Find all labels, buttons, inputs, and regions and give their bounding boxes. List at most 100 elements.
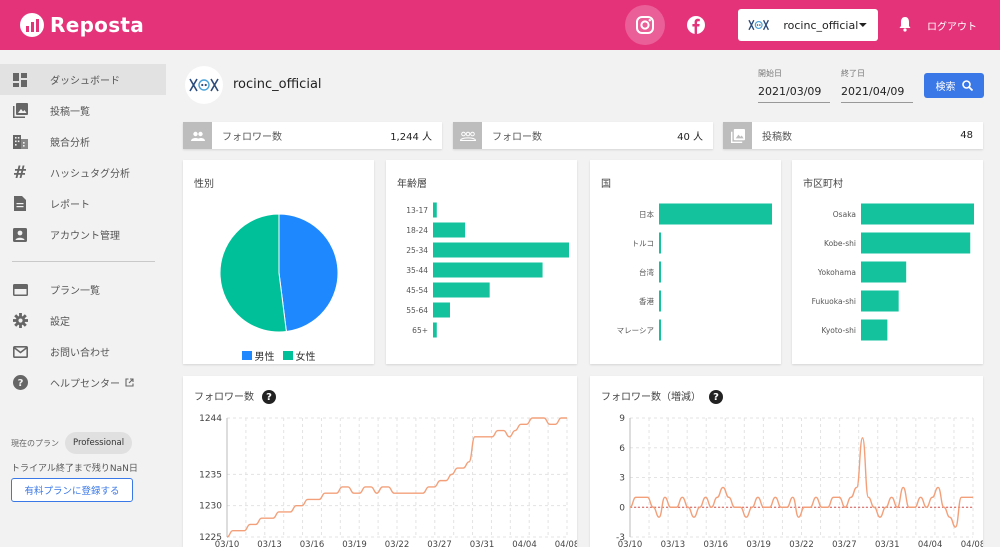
x-tick-label: 03/31 [875,540,900,547]
stat-following: フォロー数 40 人 [453,122,713,149]
instagram-icon [636,16,654,34]
profile-name: rocinc_official [233,77,322,92]
bell-icon[interactable] [898,16,912,32]
bar [659,232,661,254]
tick-label: 台湾 [639,267,654,277]
country-card: 国 日本 トルコ 台湾 香港 マレーシア [590,160,781,364]
bar [861,232,971,254]
help-circle-icon: ? [12,375,28,391]
sidebar-item-account[interactable]: アカウント管理 [0,219,166,250]
stat-label: フォロー数 [492,132,542,143]
legend-swatch [241,351,252,360]
sidebar-item-label: お問い合わせ [50,348,110,359]
end-date-input[interactable]: 2021/04/09 [841,85,913,103]
x-tick-label: 03/13 [257,540,282,547]
age-chart-title: 年齢層 [397,179,427,190]
sidebar-item-label: プラン一覧 [50,286,100,297]
city-chart-title: 市区町村 [803,179,843,190]
bar [433,242,569,258]
bar [433,322,437,338]
tick-label: 65+ [412,326,428,335]
tick-label: 香港 [639,296,654,306]
plan-badge: Professional [65,432,133,454]
app-logo[interactable]: Reposta [20,13,144,37]
instagram-tab[interactable] [625,5,665,45]
pie-slice [219,213,287,333]
help-icon[interactable]: ? [709,390,723,404]
x-tick-label: 03/27 [832,540,857,547]
plan-label: 現在のプラン [11,438,59,448]
y-tick-label: 3 [619,474,625,484]
bar [433,302,450,318]
sidebar-item-contact[interactable]: お問い合わせ [0,336,166,367]
bar [433,202,437,218]
sidebar-item-plans[interactable]: プラン一覧 [0,274,166,305]
sidebar-item-label: 設定 [50,317,70,328]
account-select[interactable]: rocinc_official [738,9,878,41]
help-icon[interactable]: ? [262,390,276,404]
stat-label: 投稿数 [762,132,792,143]
sidebar-item-competitor[interactable]: 競合分析 [0,126,166,157]
sidebar-item-dashboard[interactable]: ダッシュボード [0,64,166,95]
start-date-field[interactable]: 開始日 2021/03/09 [758,68,830,103]
caret-down-icon [859,23,868,27]
delta-chart-title-wrap: フォロワー数（増減）? [601,388,723,404]
y-tick-label: 0 [619,503,625,513]
facebook-tab[interactable] [676,5,716,45]
gender-pie-chart [219,213,339,333]
legend-item-female: 女性 [282,348,316,363]
tick-label: 13-17 [406,206,428,215]
sidebar-item-help[interactable]: ? ヘルプセンター [0,367,166,398]
followers-chart-title: フォロワー数 [194,392,254,403]
followers-delta-card: フォロワー数（増減）? -3 0 3 6 9 03/10 03/13 03/16 03/19 03… [590,376,983,547]
svg-text:?: ? [17,378,23,389]
search-button[interactable]: 検索 [924,73,984,98]
account-box-icon [12,227,28,243]
sidebar-item-posts[interactable]: 投稿一覧 [0,95,166,126]
trial-remaining-text: トライアル終了まで残りNaN日 [11,464,138,474]
x-tick-label: 03/13 [661,540,686,547]
logout-link[interactable]: ログアウト [927,22,977,33]
city-card: 市区町村 Osaka Kobe-shi Yokohama Fukuoka-shi Kyo… [792,160,983,364]
sidebar-item-label: アカウント管理 [50,231,120,242]
sidebar-item-label: ヘルプセンター [50,379,120,390]
account-name: rocinc_official [783,18,859,32]
sidebar-item-hashtag[interactable]: # ハッシュタグ分析 [0,157,166,188]
bar [433,222,466,238]
app-name: Reposta [50,13,145,37]
tick-label: マレーシア [617,326,654,335]
posts-icon [723,122,752,149]
x-tick-label: 03/19 [746,540,771,547]
followers-icon [183,122,212,149]
bar [659,290,661,312]
sidebar: ダッシュボード 投稿一覧 競合分析 # ハッシュタグ分析 レポート アカウント管… [0,50,166,547]
legend-item-male: 男性 [241,348,275,363]
start-date-input[interactable]: 2021/03/09 [758,85,830,103]
sidebar-item-settings[interactable]: 設定 [0,305,166,336]
tick-label: 45-54 [406,286,428,295]
dashboard-main: rocinc_official 開始日 2021/03/09 終了日 2021/… [166,50,1000,547]
x-tick-label: 03/22 [385,540,410,547]
x-tick-label: 04/08 [555,540,577,547]
age-card: 年齢層 13-17 18-24 25-34 35-44 45-54 55-64 65+ [386,160,577,364]
start-date-label: 開始日 [758,69,782,78]
end-date-field[interactable]: 終了日 2021/04/09 [841,68,913,103]
profile-avatar [185,66,223,104]
search-icon [961,80,973,91]
mail-icon [12,344,28,360]
x-tick-label: 03/10 [618,540,643,547]
upgrade-plan-button[interactable]: 有料プランに登録する [11,478,133,502]
sidebar-item-report[interactable]: レポート [0,188,166,219]
series-line [629,437,973,528]
x-tick-label: 03/19 [342,540,367,547]
x-tick-label: 03/16 [704,540,729,547]
gear-icon [12,313,28,329]
legend-label: 男性 [254,352,275,363]
tick-label: Kobe-shi [824,239,856,248]
building-icon [12,134,28,150]
sidebar-item-label: 競合分析 [50,138,90,149]
series-line [226,417,567,538]
sidebar-item-label: 投稿一覧 [50,107,90,118]
bar [861,261,907,283]
